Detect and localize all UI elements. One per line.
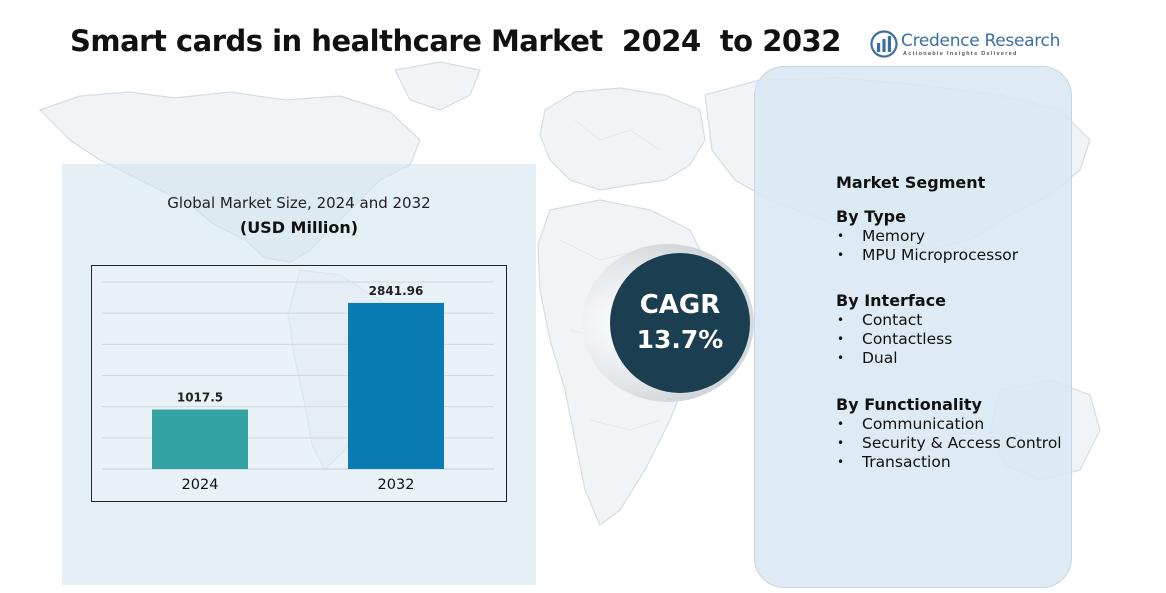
x-tick-label: 2024 (182, 477, 219, 493)
segment-list: Contact Contactless Dual (836, 311, 952, 368)
bar-2024 (152, 409, 248, 469)
cagr-label: CAGR (639, 290, 721, 320)
segment-item: Transaction (836, 453, 1062, 472)
segment-group-title: By Interface (836, 291, 947, 310)
chart-title: Global Market Size, 2024 and 2032 (167, 194, 431, 212)
credence-logo-icon (870, 30, 898, 58)
segment-group-title: By Functionality (836, 395, 982, 414)
segment-item: Communication (836, 415, 1062, 434)
bar-value-label: 1017.5 (177, 391, 223, 405)
segment-item: Security & Access Control (836, 434, 1062, 453)
segment-item: MPU Microprocessor (836, 246, 1018, 265)
bar-2032 (348, 302, 444, 469)
chart-subtitle: (USD Million) (239, 218, 359, 237)
brand-name: Credence Research (901, 31, 1061, 51)
chart-panel: Global Market Size, 2024 and 2032 (USD M… (62, 164, 536, 585)
segment-heading: Market Segment (836, 173, 986, 192)
brand-tagline: Actionable Insights Delivered (903, 51, 1018, 57)
segment-item: Memory (836, 227, 1018, 246)
bar-chart: 1017.5 2024 2841.96 2032 (102, 281, 494, 493)
bar-value-label: 2841.96 (369, 284, 424, 298)
segment-item: Dual (836, 349, 952, 368)
segment-list: Communication Security & Access Control … (836, 415, 1062, 472)
greenland-shape (394, 61, 481, 111)
europe-shape (539, 87, 706, 191)
cagr-value: 13.7% (636, 325, 724, 354)
segment-group-functionality: By Functionality Communication Security … (836, 395, 1062, 472)
segment-panel: Market Segment By Type Memory MPU Microp… (754, 66, 1072, 588)
segment-item: Contact (836, 311, 952, 330)
segment-list: Memory MPU Microprocessor (836, 227, 1018, 265)
segment-item: Contactless (836, 330, 952, 349)
segment-group-type: By Type Memory MPU Microprocessor (836, 207, 1018, 265)
brand-logo: Credence Research Actionable Insights De… (870, 30, 1060, 60)
page-title: Smart cards in healthcare Market 2024 to… (70, 24, 841, 58)
segment-group-interface: By Interface Contact Contactless Dual (836, 291, 952, 368)
x-tick-label: 2032 (378, 477, 415, 493)
cagr-badge: CAGR 13.7% (610, 253, 750, 393)
chart-frame: 1017.5 2024 2841.96 2032 (91, 265, 507, 502)
segment-group-title: By Type (836, 207, 906, 226)
